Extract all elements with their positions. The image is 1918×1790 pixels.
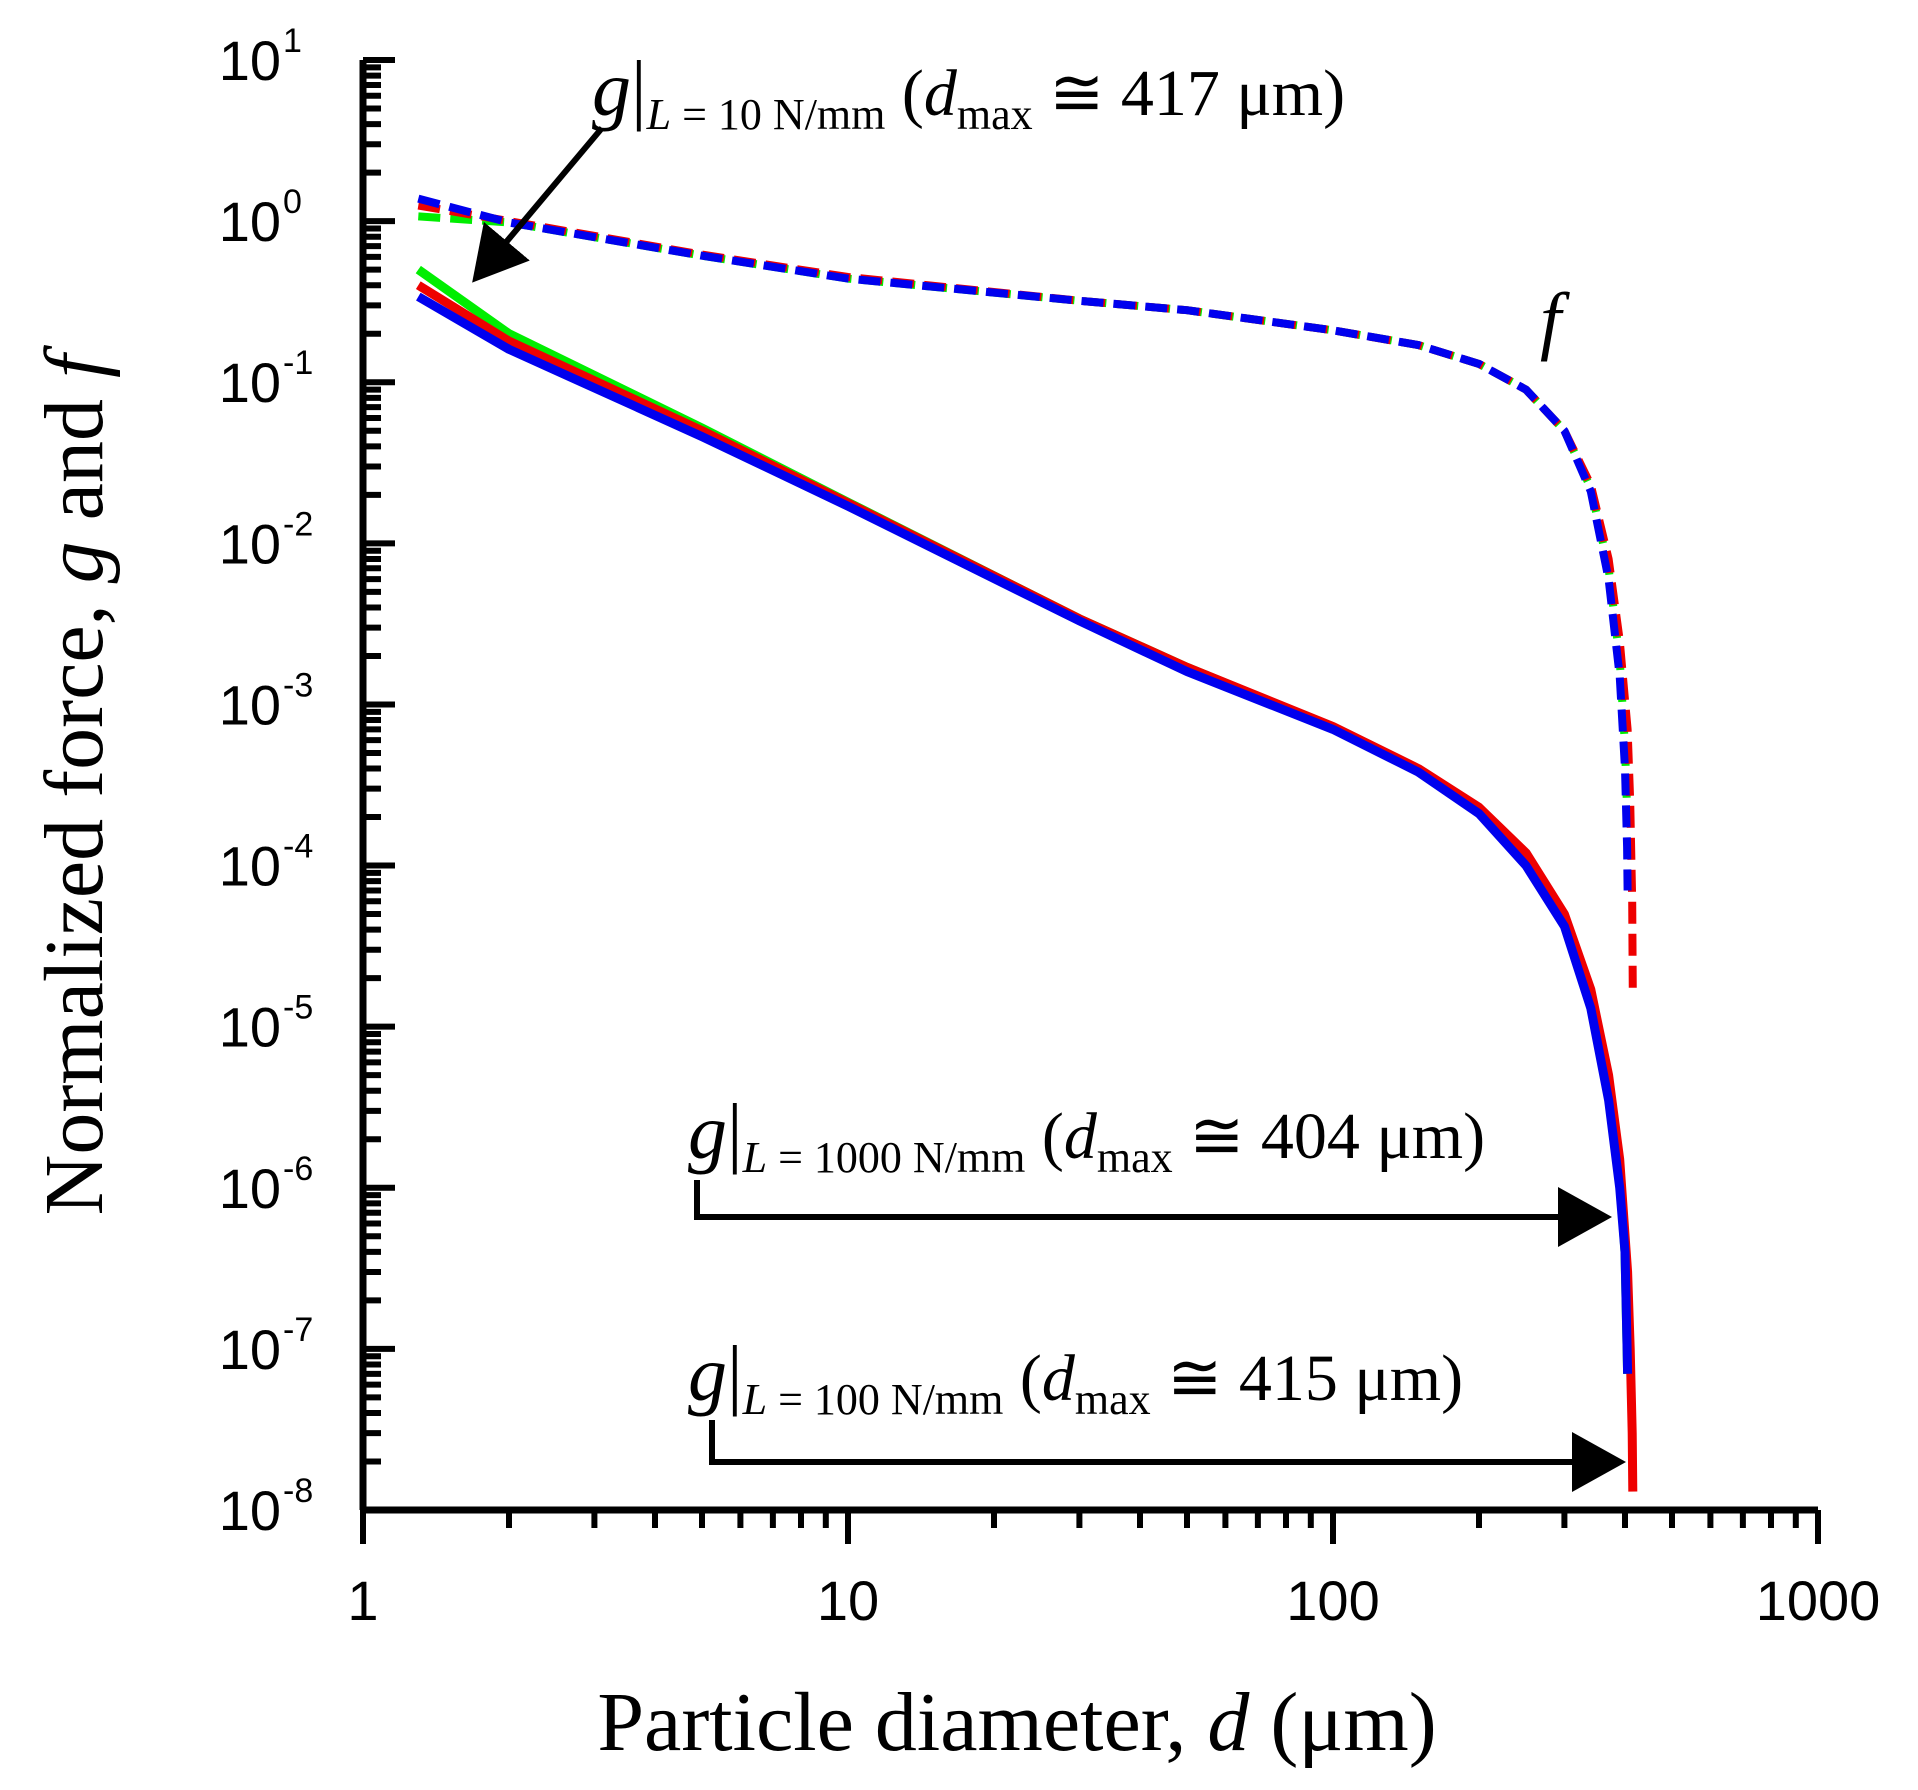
ann-l1000-open: ( <box>1025 1100 1063 1173</box>
axis-ticks <box>360 57 1821 1544</box>
ann-l100-sub-val: = 100 N/mm <box>767 1375 1003 1424</box>
x-tick-label: 1000 <box>1756 1569 1881 1632</box>
y-title-var-f: f <box>28 344 121 378</box>
series-line-f-4 <box>417 201 1637 994</box>
series-line-g-2 <box>416 292 1633 1374</box>
ann-l100-d: d <box>1042 1342 1076 1415</box>
ann-l1000-g: g <box>688 1088 727 1175</box>
y-title-var-g: g <box>28 541 121 583</box>
y-tick-label-base: 10 <box>219 1157 281 1220</box>
ann-l10-g: g <box>592 45 631 132</box>
x-title-pre: Particle diameter, <box>597 1676 1207 1769</box>
ann-l10-sub-var: L <box>646 90 671 139</box>
ann-l100-bar: | <box>727 1330 743 1417</box>
annotation-l100: g|L = 100 N/mm (dmax ≅ 415 μm) <box>688 1330 1463 1424</box>
y-axis-title: Normalized force, g and f <box>28 344 121 1215</box>
series-line-f-5 <box>417 194 1632 891</box>
series-line-g-1 <box>415 281 1638 1492</box>
ann-l100-rel: ≅ 415 μm) <box>1151 1342 1464 1415</box>
annotation-l10: g|L = 10 N/mm (dmax ≅ 417 μm) <box>592 45 1345 139</box>
arrow-l10 <box>472 126 605 283</box>
series-line-f-3 <box>418 212 1632 825</box>
y-title-mid: and <box>28 378 121 541</box>
y-tick-label-base: 10 <box>219 996 281 1059</box>
annotation-f: f <box>1540 278 1570 362</box>
ann-l10-rel: ≅ 417 μm) <box>1033 57 1346 130</box>
ann-l100-dsub: max <box>1075 1375 1151 1424</box>
ann-l10-dsub: max <box>957 90 1033 139</box>
y-tick-label-exp: -4 <box>283 828 313 866</box>
ann-l100-g: g <box>688 1330 727 1417</box>
arrow-l100 <box>709 1420 1626 1492</box>
series-line-g-0 <box>415 265 1633 1374</box>
ann-l1000-d: d <box>1064 1100 1098 1173</box>
y-tick-label-exp: -5 <box>283 989 313 1027</box>
ann-l1000-sub-var: L <box>742 1133 767 1182</box>
x-title-post: (μm) <box>1249 1676 1436 1769</box>
y-tick-label-base: 10 <box>219 29 281 92</box>
ann-l1000-bar: | <box>727 1088 743 1175</box>
y-tick-label-exp: -7 <box>283 1311 313 1349</box>
ann-l1000-dsub: max <box>1097 1133 1173 1182</box>
x-tick-label: 10 <box>817 1569 879 1632</box>
y-tick-label-base: 10 <box>219 835 281 898</box>
arrow-l1000 <box>694 1180 1612 1247</box>
y-tick-label-base: 10 <box>219 190 281 253</box>
y-tick-label-base: 10 <box>219 1318 281 1381</box>
x-title-var: d <box>1207 1676 1250 1769</box>
series-layer <box>415 194 1638 1492</box>
y-tick-label-base: 10 <box>219 351 281 414</box>
y-tick-label-exp: 0 <box>283 183 302 221</box>
y-tick-label-exp: -3 <box>283 666 313 704</box>
ann-l100-sub-var: L <box>742 1375 767 1424</box>
y-tick-label-exp: -2 <box>283 505 313 543</box>
ann-l10-sub-val: = 10 N/mm <box>671 90 885 139</box>
y-tick-label-exp: 1 <box>283 22 302 60</box>
y-title-pre: Normalized force, <box>28 583 121 1215</box>
y-tick-label-base: 10 <box>219 1479 281 1542</box>
ann-l100-open: ( <box>1003 1342 1041 1415</box>
ann-l10-d: d <box>924 57 958 130</box>
annotation-l1000: g|L = 1000 N/mm (dmax ≅ 404 μm) <box>688 1088 1485 1182</box>
ann-l10-open: ( <box>885 57 923 130</box>
ann-l1000-sub-val: = 1000 N/mm <box>767 1133 1025 1182</box>
y-tick-label-base: 10 <box>219 673 281 736</box>
y-tick-label-base: 10 <box>219 512 281 575</box>
ann-l10-bar: | <box>631 45 647 132</box>
y-tick-label-exp: -6 <box>283 1150 313 1188</box>
ann-l1000-rel: ≅ 404 μm) <box>1173 1100 1486 1173</box>
x-tick-label: 1 <box>347 1569 378 1632</box>
y-tick-label-exp: -8 <box>283 1472 313 1510</box>
x-tick-label: 100 <box>1286 1569 1379 1632</box>
y-tick-label-exp: -1 <box>283 344 313 382</box>
x-axis-title: Particle diameter, d (μm) <box>597 1676 1436 1769</box>
